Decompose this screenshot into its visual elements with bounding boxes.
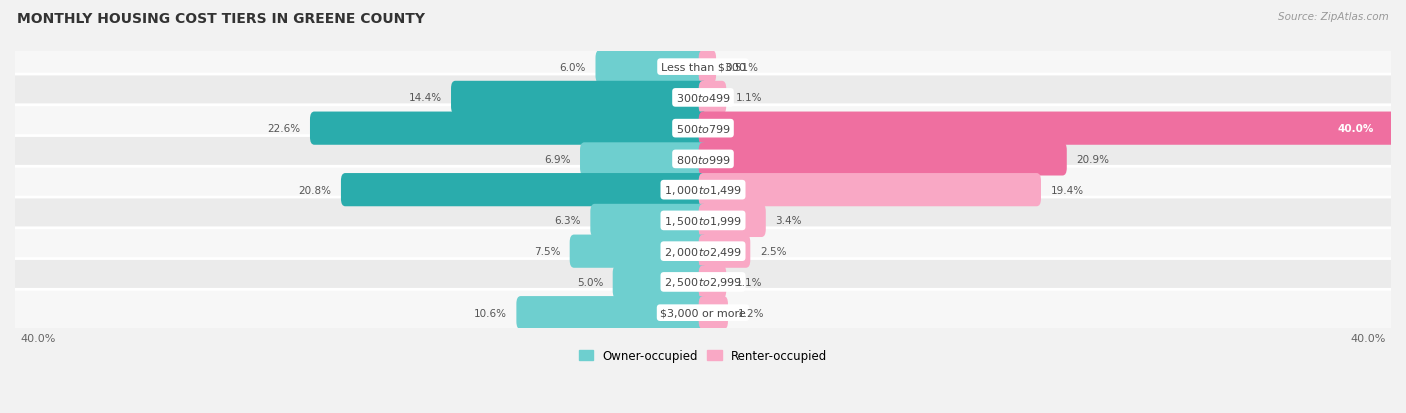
- FancyBboxPatch shape: [591, 204, 707, 237]
- FancyBboxPatch shape: [10, 167, 1396, 214]
- Text: 2.5%: 2.5%: [759, 247, 786, 256]
- Text: 20.9%: 20.9%: [1076, 154, 1109, 164]
- FancyBboxPatch shape: [699, 143, 1067, 176]
- Text: 19.4%: 19.4%: [1050, 185, 1084, 195]
- Text: 40.0%: 40.0%: [1337, 124, 1374, 134]
- Text: 1.1%: 1.1%: [735, 93, 762, 103]
- Text: 40.0%: 40.0%: [20, 333, 55, 343]
- Text: 5.0%: 5.0%: [576, 277, 603, 287]
- FancyBboxPatch shape: [451, 82, 707, 115]
- Text: 6.0%: 6.0%: [560, 62, 586, 72]
- FancyBboxPatch shape: [516, 297, 707, 330]
- Text: $500 to $799: $500 to $799: [675, 123, 731, 135]
- FancyBboxPatch shape: [10, 259, 1396, 306]
- Text: $3,000 or more: $3,000 or more: [661, 308, 745, 318]
- Legend: Owner-occupied, Renter-occupied: Owner-occupied, Renter-occupied: [574, 344, 832, 367]
- Text: $2,000 to $2,499: $2,000 to $2,499: [664, 245, 742, 258]
- FancyBboxPatch shape: [699, 51, 716, 84]
- Text: MONTHLY HOUSING COST TIERS IN GREENE COUNTY: MONTHLY HOUSING COST TIERS IN GREENE COU…: [17, 12, 425, 26]
- FancyBboxPatch shape: [613, 266, 707, 299]
- Text: 40.0%: 40.0%: [1351, 333, 1386, 343]
- FancyBboxPatch shape: [699, 297, 728, 330]
- Text: Less than $300: Less than $300: [661, 62, 745, 72]
- Text: 10.6%: 10.6%: [474, 308, 508, 318]
- Text: $300 to $499: $300 to $499: [675, 92, 731, 104]
- Text: 1.2%: 1.2%: [737, 308, 763, 318]
- FancyBboxPatch shape: [10, 75, 1396, 121]
- FancyBboxPatch shape: [699, 266, 727, 299]
- FancyBboxPatch shape: [10, 105, 1396, 152]
- FancyBboxPatch shape: [10, 136, 1396, 183]
- FancyBboxPatch shape: [10, 197, 1396, 244]
- Text: 22.6%: 22.6%: [267, 124, 301, 134]
- Text: 20.8%: 20.8%: [298, 185, 332, 195]
- FancyBboxPatch shape: [10, 228, 1396, 275]
- Text: 14.4%: 14.4%: [408, 93, 441, 103]
- Text: $1,000 to $1,499: $1,000 to $1,499: [664, 184, 742, 197]
- FancyBboxPatch shape: [699, 82, 727, 115]
- Text: 6.3%: 6.3%: [554, 216, 581, 226]
- FancyBboxPatch shape: [10, 290, 1396, 336]
- Text: $1,500 to $1,999: $1,500 to $1,999: [664, 214, 742, 228]
- Text: Source: ZipAtlas.com: Source: ZipAtlas.com: [1278, 12, 1389, 22]
- FancyBboxPatch shape: [340, 173, 707, 207]
- FancyBboxPatch shape: [596, 51, 707, 84]
- FancyBboxPatch shape: [699, 173, 1040, 207]
- FancyBboxPatch shape: [699, 204, 766, 237]
- Text: $2,500 to $2,999: $2,500 to $2,999: [664, 276, 742, 289]
- Text: 3.4%: 3.4%: [775, 216, 801, 226]
- Text: 6.9%: 6.9%: [544, 154, 571, 164]
- Text: $800 to $999: $800 to $999: [675, 154, 731, 166]
- FancyBboxPatch shape: [699, 235, 751, 268]
- FancyBboxPatch shape: [309, 112, 707, 145]
- FancyBboxPatch shape: [569, 235, 707, 268]
- Text: 0.51%: 0.51%: [725, 62, 758, 72]
- FancyBboxPatch shape: [581, 143, 707, 176]
- FancyBboxPatch shape: [10, 44, 1396, 91]
- FancyBboxPatch shape: [699, 112, 1395, 145]
- Text: 1.1%: 1.1%: [735, 277, 762, 287]
- Text: 7.5%: 7.5%: [534, 247, 560, 256]
